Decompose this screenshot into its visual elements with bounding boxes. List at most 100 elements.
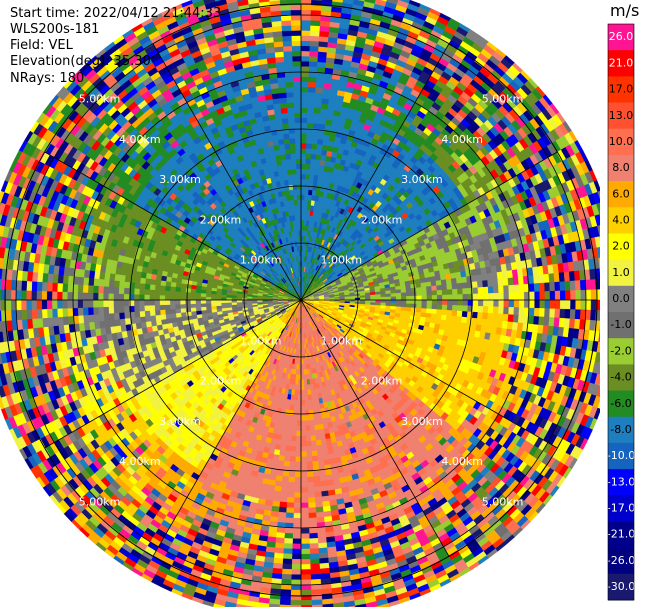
- velocity-gate: [375, 299, 381, 304]
- velocity-gate: [317, 61, 327, 68]
- velocity-gate: [570, 299, 576, 310]
- velocity-gate: [565, 299, 571, 310]
- velocity-gate: [431, 290, 438, 296]
- velocity-gate: [300, 204, 305, 211]
- velocity-gate: [553, 272, 560, 283]
- velocity-gate: [307, 91, 316, 98]
- velocity-gate: [314, 159, 321, 166]
- velocity-gate: [585, 289, 592, 301]
- velocity-gate: [492, 285, 499, 294]
- velocity-gate: [477, 312, 484, 320]
- velocity-gate: [544, 299, 551, 309]
- velocity-gate: [304, 189, 309, 196]
- velocity-gate: [314, 92, 323, 99]
- velocity-gate: [544, 308, 551, 318]
- velocity-gate: [320, 103, 329, 110]
- velocity-gate: [477, 305, 484, 313]
- velocity-gate: [313, 107, 322, 114]
- velocity-gate: [304, 194, 309, 201]
- velocity-gate: [395, 299, 402, 304]
- velocity-gate: [304, 178, 310, 185]
- velocity-gate: [471, 281, 479, 289]
- velocity-gate: [554, 308, 561, 319]
- velocity-gate: [305, 163, 311, 170]
- velocity-gate: [512, 314, 520, 324]
- velocity-gate: [491, 272, 498, 281]
- velocity-gate: [580, 289, 587, 301]
- velocity-gate: [529, 299, 535, 309]
- velocity-gate: [309, 174, 315, 181]
- velocity-gate: [517, 276, 525, 286]
- velocity-gate: [306, 117, 314, 124]
- velocity-gate: [450, 272, 457, 280]
- velocity-gate: [564, 308, 571, 320]
- velocity-gate: [300, 76, 310, 83]
- velocity-gate: [554, 299, 561, 310]
- velocity-gate: [303, 214, 308, 221]
- velocity-gate: [452, 288, 458, 295]
- velocity-gate: [482, 312, 489, 320]
- velocity-gate: [426, 286, 433, 292]
- velocity-gate: [482, 280, 489, 288]
- velocity-gate: [300, 81, 309, 88]
- velocity-gate: [518, 299, 525, 309]
- velocity-gate: [543, 273, 550, 284]
- velocity-gate: [310, 158, 317, 165]
- velocity-gate: [357, 0, 365, 2]
- velocity-gate: [461, 311, 468, 318]
- velocity-gate: [452, 305, 458, 312]
- velocity-gate: [462, 299, 469, 307]
- velocity-gate: [386, 0, 399, 5]
- velocity-gate: [309, 50, 319, 57]
- velocity-gate: [539, 291, 546, 301]
- velocity-gate: [300, 4, 312, 11]
- velocity-gate: [493, 292, 500, 301]
- velocity-gate: [503, 299, 510, 308]
- velocity-gate: [498, 299, 505, 308]
- velocity-gate: [304, 199, 309, 206]
- velocity-gate: [430, 280, 437, 287]
- velocity-gate: [442, 294, 448, 301]
- velocity-gate: [503, 306, 510, 315]
- velocity-gate: [309, 163, 316, 170]
- velocity-gate: [508, 307, 515, 316]
- velocity-gate: [421, 295, 428, 301]
- velocity-gate: [461, 276, 468, 284]
- velocity-gate: [575, 289, 582, 301]
- velocity-gate: [300, 25, 311, 31]
- velocity-gate: [538, 316, 545, 326]
- velocity-gate: [497, 313, 504, 322]
- velocity-gate: [590, 309, 597, 321]
- velocity-gate: [539, 299, 546, 309]
- velocity-gate: [441, 289, 448, 296]
- velocity-gate: [420, 286, 427, 292]
- velocity-gate: [435, 313, 442, 320]
- velocity-gate: [554, 290, 561, 301]
- velocity-gate: [436, 294, 443, 301]
- velocity-gate: [405, 288, 412, 293]
- velocity-gate: [415, 282, 422, 289]
- velocity-gate: [405, 292, 412, 297]
- velocity-gate: [300, 178, 306, 185]
- velocity-gate: [306, 137, 313, 144]
- velocity-gate: [487, 306, 494, 314]
- velocity-gate: [512, 276, 520, 286]
- velocity-gate: [300, 153, 307, 159]
- velocity-gate: [307, 96, 316, 103]
- velocity-gate: [400, 288, 407, 294]
- velocity-gate: [395, 303, 402, 308]
- velocity-field: [0, 0, 600, 607]
- velocity-gate: [498, 285, 505, 294]
- velocity-gate: [457, 299, 464, 306]
- velocity-gate: [456, 310, 463, 318]
- velocity-gate: [395, 296, 402, 301]
- velocity-gate: [300, 14, 312, 21]
- velocity-gate: [305, 168, 311, 175]
- velocity-gate: [462, 293, 469, 301]
- velocity-gate: [300, 209, 305, 216]
- velocity-gate: [308, 179, 314, 186]
- velocity-gate: [411, 303, 417, 309]
- velocity-gate: [476, 274, 483, 282]
- velocity-gate: [585, 299, 592, 311]
